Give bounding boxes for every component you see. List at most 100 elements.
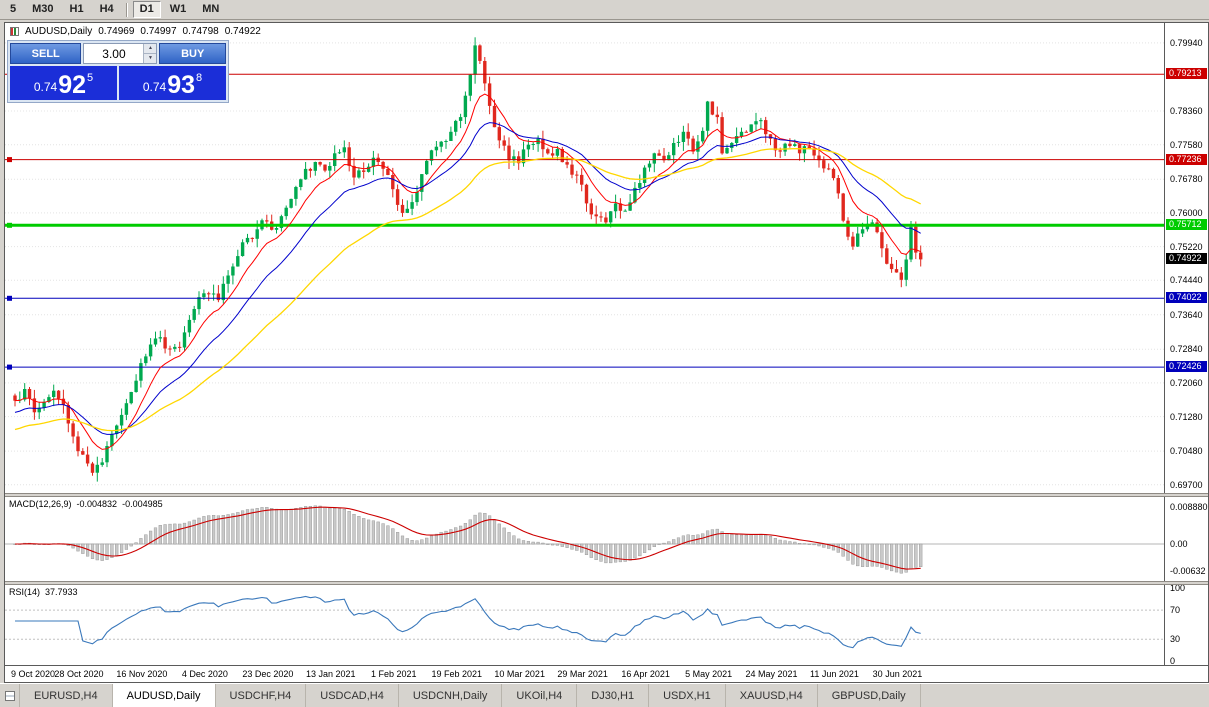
chart-icon: [10, 27, 19, 36]
sell-button[interactable]: SELL: [10, 43, 82, 64]
chart-tab-usdcad[interactable]: USDCAD,H4: [306, 684, 399, 707]
rsi-label: RSI(14) 37.7933: [9, 587, 78, 597]
sell-price-pips: 92: [58, 71, 87, 99]
timeframe-button-h1[interactable]: H1: [69, 3, 84, 15]
date-axis-label: 24 May 2021: [745, 669, 798, 679]
buy-price-big: 0.74: [142, 80, 167, 94]
date-axis-label: 5 May 2021: [685, 669, 733, 679]
timeframe-toolbar: 5 M30 H1 H4 D1 W1 MN: [0, 0, 1209, 20]
timeframe-button-5[interactable]: 5: [10, 3, 17, 15]
axis-scale-label: 30: [1170, 634, 1181, 645]
lot-decrease-button[interactable]: ▼: [144, 54, 157, 63]
buy-price-pipette: 8: [196, 72, 203, 84]
chart-tab-usdcnh[interactable]: USDCNH,Daily: [399, 684, 503, 707]
one-click-trading-panel: SELL ▲ ▼ BUY 0.74 92 5: [7, 40, 229, 103]
price-chart-plot[interactable]: [5, 23, 1164, 493]
rsi-axis[interactable]: 100 70 30 0: [1164, 585, 1208, 665]
date-axis-label: 10 Mar 2021: [494, 669, 545, 679]
macd-plot[interactable]: [5, 497, 1164, 581]
ohlc-open: 0.74969: [98, 26, 135, 37]
date-axis-label: 30 Jun 2021: [872, 669, 923, 679]
rsi-value: 37.7933: [45, 587, 78, 597]
chart-tab-dj30[interactable]: DJ30,H1: [577, 684, 650, 707]
chart-title: AUDUSD,Daily 0.74969 0.74997 0.74798 0.7…: [10, 26, 261, 37]
axis-scale-label: 0.70480: [1170, 446, 1203, 457]
pane-splitter[interactable]: [5, 581, 1208, 585]
axis-scale-label: 0.72840: [1170, 344, 1203, 355]
date-axis-label: 13 Jan 2021: [306, 669, 356, 679]
macd-pane: 0.008880 0.00 -0.00632 MACD(12,26,9) -0.00…: [5, 497, 1208, 581]
sell-price-pipette: 5: [87, 72, 94, 84]
rsi-indicator-name: RSI(14): [9, 587, 41, 597]
date-axis-label: 28 Oct 2020: [54, 669, 104, 679]
buy-price-pips: 93: [167, 71, 196, 99]
timeframe-button-w1[interactable]: W1: [169, 3, 187, 15]
macd-value-signal: -0.004985: [122, 499, 163, 509]
axis-scale-label: 0.76000: [1170, 207, 1203, 218]
axis-scale-label: 0.79940: [1170, 37, 1203, 48]
axis-scale-label: 0: [1170, 656, 1176, 665]
macd-indicator-name: MACD(12,26,9): [9, 499, 72, 509]
toolbar-separator: [125, 2, 128, 17]
date-axis-label: 4 Dec 2020: [181, 669, 228, 679]
chart-tab-usdx[interactable]: USDX,H1: [649, 684, 726, 707]
price-level-tag: 0.75712: [1166, 219, 1207, 231]
axis-scale-label: 0.008880: [1170, 501, 1208, 512]
axis-scale-label: 0.69700: [1170, 479, 1203, 490]
date-axis[interactable]: 9 Oct 2020 28 Oct 2020 16 Nov 2020 4 Dec 20…: [5, 665, 1208, 682]
buy-price-display[interactable]: 0.74 93 8: [119, 66, 226, 100]
date-axis-label: 11 Jun 2021: [810, 669, 859, 679]
ohlc-high: 0.74997: [140, 26, 177, 37]
timeframe-button-d1[interactable]: D1: [132, 1, 161, 18]
lot-increase-button[interactable]: ▲: [144, 44, 157, 54]
date-axis-label: 16 Nov 2020: [116, 669, 168, 679]
symbol-title: AUDUSD,Daily: [25, 26, 93, 37]
macd-axis[interactable]: 0.008880 0.00 -0.00632: [1164, 497, 1208, 581]
lot-size-box: ▲ ▼: [83, 43, 158, 64]
axis-scale-label: 0.72060: [1170, 377, 1203, 388]
chart-tab-usdchf[interactable]: USDCHF,H4: [216, 684, 307, 707]
axis-scale-label: 0.74440: [1170, 275, 1203, 286]
axis-scale-label: 0.00: [1170, 539, 1188, 550]
price-level-tag: 0.74922: [1166, 253, 1207, 265]
date-axis-label: 1 Feb 2021: [370, 669, 417, 679]
date-axis-label: 16 Apr 2021: [621, 669, 670, 679]
price-level-tag: 0.79213: [1166, 68, 1207, 80]
macd-label: MACD(12,26,9) -0.004832 -0.004985: [9, 499, 163, 509]
chart-tab-ukoil[interactable]: UKOil,H4: [502, 684, 578, 707]
rsi-pane: 100 70 30 0 RSI(14) 37.7933: [5, 585, 1208, 665]
chart-tab-gbpusd[interactable]: GBPUSD,Daily: [818, 684, 921, 707]
rsi-plot[interactable]: [5, 585, 1164, 665]
timeframe-button-h4[interactable]: H4: [99, 3, 114, 15]
chart-tab-eurusd[interactable]: EURUSD,H4: [20, 684, 113, 707]
chart-tab-xauusd[interactable]: XAUUSD,H4: [726, 684, 818, 707]
timeframe-button-m30[interactable]: M30: [32, 3, 54, 15]
price-level-tag: 0.77236: [1166, 153, 1207, 165]
axis-scale-label: 0.78360: [1170, 106, 1203, 117]
sell-price-big: 0.74: [33, 80, 58, 94]
price-level-tag: 0.72426: [1166, 361, 1207, 373]
price-level-tag: 0.74022: [1166, 292, 1207, 304]
macd-value-main: -0.004832: [76, 499, 118, 509]
axis-scale-label: 0.76780: [1170, 174, 1203, 185]
main-chart-pane: 0.79940 0.78360 0.77580 0.76780 0.76000 0.752…: [5, 23, 1208, 493]
axis-scale-label: 0.75220: [1170, 241, 1203, 252]
buy-button[interactable]: BUY: [159, 43, 227, 64]
date-axis-label: 9 Oct 2020: [11, 669, 56, 679]
window-list-icon[interactable]: [0, 684, 20, 707]
chart-window: 0.79940 0.78360 0.77580 0.76780 0.76000 0.752…: [4, 22, 1209, 683]
date-axis-label: 19 Feb 2021: [431, 669, 482, 679]
axis-scale-label: 70: [1170, 605, 1181, 616]
timeframe-button-mn[interactable]: MN: [202, 3, 220, 15]
ohlc-low: 0.74798: [182, 26, 219, 37]
chart-tab-audusd[interactable]: AUDUSD,Daily: [112, 684, 216, 707]
price-axis[interactable]: 0.79940 0.78360 0.77580 0.76780 0.76000 0.752…: [1164, 23, 1208, 493]
sell-price-display[interactable]: 0.74 92 5: [10, 66, 117, 100]
chart-tabs: EURUSD,H4 AUDUSD,Daily USDCHF,H4 USDCAD,H4 U…: [20, 684, 921, 707]
pane-splitter[interactable]: [5, 493, 1208, 497]
lot-size-input[interactable]: [84, 44, 144, 63]
axis-scale-label: -0.00632: [1170, 565, 1206, 576]
ohlc-close: 0.74922: [224, 26, 261, 37]
axis-scale-label: 0.73640: [1170, 309, 1203, 320]
